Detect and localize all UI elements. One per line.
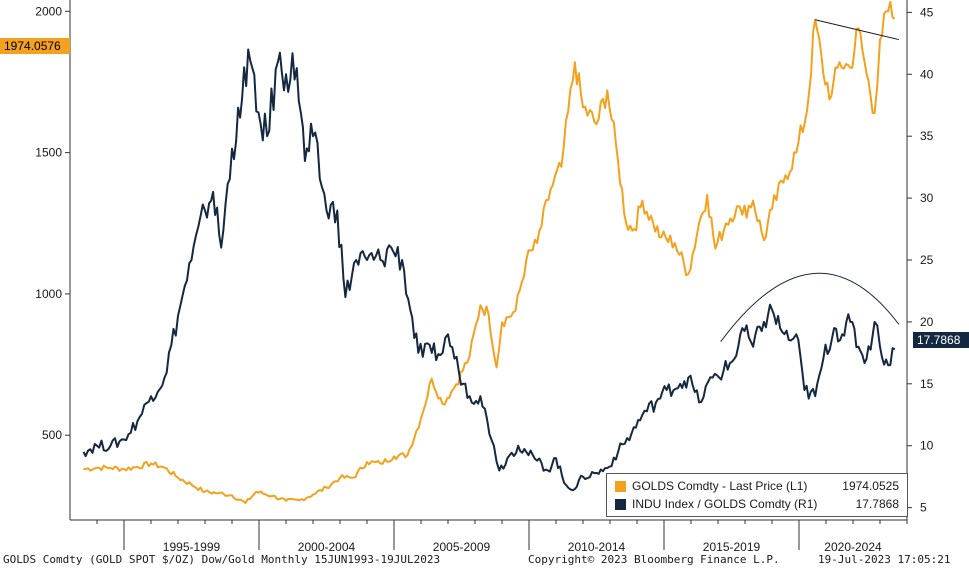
gold-resistance-trendline bbox=[815, 19, 900, 41]
ratio-last-value-label: 17.7868 bbox=[913, 332, 969, 348]
gold-price-line bbox=[83, 0, 896, 504]
right-tick-label: 35 bbox=[920, 129, 934, 143]
gold-swatch-icon bbox=[615, 480, 626, 492]
x-period-label: 2000-2004 bbox=[298, 540, 356, 554]
gold-last-price-label: 1974.0576 bbox=[0, 38, 70, 54]
x-period-label: 1995-1999 bbox=[163, 540, 221, 554]
left-tick-label: 1500 bbox=[35, 146, 62, 160]
x-period-label: 2020-2024 bbox=[824, 540, 882, 554]
right-tick-label: 40 bbox=[920, 67, 934, 81]
right-tick-label: 15 bbox=[920, 377, 934, 391]
dow-gold-ratio-line bbox=[82, 48, 896, 492]
left-tick-label: 2000 bbox=[35, 4, 62, 18]
legend: GOLDS Comdty - Last Price (L1) 1974.0525… bbox=[606, 473, 908, 517]
footer-copyright: Copyright© 2023 Bloomberg Finance L.P. bbox=[528, 553, 780, 566]
footer-timestamp: 19-Jul-2023 17:05:21 bbox=[818, 553, 951, 566]
legend-ratio-value: 17.7868 bbox=[855, 497, 899, 511]
left-tick-label: 500 bbox=[42, 428, 62, 442]
right-tick-label: 5 bbox=[920, 501, 927, 515]
ratio-swatch-icon bbox=[615, 498, 626, 510]
x-period-label: 2015-2019 bbox=[703, 540, 761, 554]
right-tick-label: 25 bbox=[920, 253, 934, 267]
ratio-arc-annotation bbox=[720, 272, 900, 343]
right-tick-label: 10 bbox=[920, 439, 934, 453]
legend-ratio-label: INDU Index / GOLDS Comdty (R1) bbox=[632, 497, 818, 511]
legend-item-ratio: INDU Index / GOLDS Comdty (R1) 17.7868 bbox=[615, 495, 899, 513]
x-period-label: 2010-2014 bbox=[568, 540, 626, 554]
legend-gold-label: GOLDS Comdty - Last Price (L1) bbox=[632, 479, 808, 493]
right-tick-label: 20 bbox=[920, 315, 934, 329]
legend-item-gold: GOLDS Comdty - Last Price (L1) 1974.0525 bbox=[615, 477, 899, 495]
left-tick-label: 1000 bbox=[35, 287, 62, 301]
right-tick-label: 45 bbox=[920, 5, 934, 19]
right-tick-label: 30 bbox=[920, 191, 934, 205]
footer-description: GOLDS Comdty (GOLD SPOT $/OZ) Dow/Gold M… bbox=[3, 553, 441, 566]
legend-gold-value: 1974.0525 bbox=[842, 479, 899, 493]
x-period-label: 2005-2009 bbox=[433, 540, 491, 554]
